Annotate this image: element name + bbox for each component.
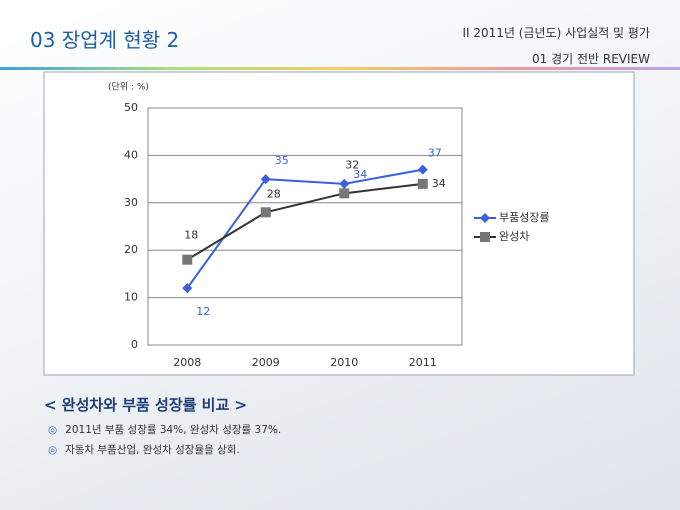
point: [417, 178, 428, 189]
y-tick-label: 0: [131, 338, 138, 351]
section-label: II 2011년 (금년도) 사업실적 및 평가: [462, 26, 651, 40]
point: [260, 207, 271, 218]
y-tick-label: 10: [124, 291, 138, 304]
data-label: 34: [432, 177, 446, 190]
data-label: 35: [275, 154, 289, 167]
point: [480, 232, 490, 242]
legend-label: 부품성장률: [499, 211, 550, 224]
x-tick-label: 2011: [409, 356, 437, 369]
y-tick-label: 40: [124, 148, 138, 161]
point: [480, 213, 490, 223]
line: [186, 182, 423, 261]
data-label: 12: [196, 305, 210, 318]
slide-title: 03 장업계 현황 2: [30, 28, 180, 52]
bullet: ◎ 2011년 부품 성장률 34%, 완성차 성장률 37%.: [48, 424, 282, 436]
point: [182, 283, 193, 294]
data-label: 18: [184, 229, 198, 242]
x-tick-label: 2008: [173, 356, 201, 369]
y-tick-label: 50: [124, 101, 138, 114]
data-label: 32: [345, 158, 359, 171]
chart-frame: [43, 71, 635, 376]
bullet: ◎ 자동차 부품산업, 완성차 성장율을 상회.: [48, 444, 240, 456]
header-rule: [0, 67, 680, 70]
y-tick-label: 30: [124, 196, 138, 209]
data-label: 37: [428, 147, 442, 160]
summary-heading: < 완성차와 부품 성장률 비교 >: [44, 396, 248, 414]
point: [260, 174, 271, 185]
unit-label: (단위 : %): [108, 82, 149, 93]
x-tick-label: 2010: [330, 356, 358, 369]
bullet-text: 2011년 부품 성장률 34%, 완성차 성장률 37%.: [65, 424, 282, 436]
subsection-label: 01 경기 전반 REVIEW: [532, 52, 650, 66]
x-tick-label: 2009: [252, 356, 280, 369]
point: [182, 254, 193, 265]
legend-label: 완성차: [499, 230, 529, 243]
data-label: 34: [353, 168, 367, 181]
point: [339, 188, 350, 199]
data-label: 28: [267, 187, 281, 200]
point: [339, 178, 350, 189]
point: [417, 164, 428, 175]
line: [186, 168, 423, 289]
bullet-text: 자동차 부품산업, 완성차 성장율을 상회.: [65, 444, 240, 456]
y-tick-label: 20: [124, 243, 138, 256]
